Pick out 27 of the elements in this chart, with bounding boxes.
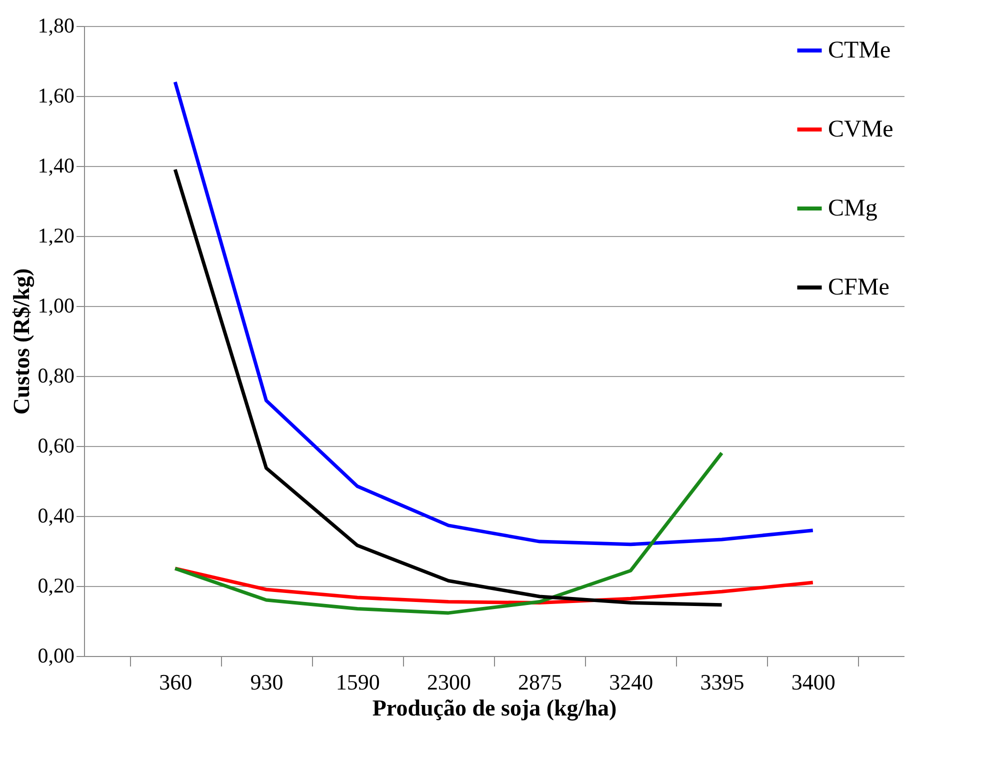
y-tick-label: 1,60 — [38, 84, 74, 108]
line-series — [173, 168, 724, 607]
x-tick-label: 360 — [159, 670, 192, 694]
legend-label: CFMe — [828, 274, 890, 300]
x-tick-label: 1590 — [336, 670, 380, 694]
y-tick-label: 0,00 — [38, 644, 74, 668]
y-tick-label: 1,40 — [38, 154, 74, 178]
y-axis-title: Custos (R$/kg) — [8, 268, 35, 415]
x-tick-label: 2300 — [426, 670, 471, 694]
x-tick-label: 3395 — [700, 670, 744, 694]
x-tick-label: 3240 — [609, 670, 654, 694]
y-tick-label: 0,20 — [38, 574, 74, 598]
legend-label: CMg — [828, 196, 878, 222]
x-axis-title: Produção de soja (kg/ha) — [372, 696, 617, 722]
legend-label: CVMe — [828, 116, 894, 142]
line-series — [173, 80, 815, 546]
x-tick-label: 930 — [250, 670, 284, 694]
y-tick-label: 0,40 — [38, 504, 74, 528]
x-tick-label: 3400 — [791, 670, 836, 694]
y-tick-label: 1,20 — [38, 224, 74, 248]
x-tick-label: 2875 — [518, 670, 562, 694]
legend-label: CTMe — [828, 38, 891, 64]
y-tick-label: 1,80 — [38, 14, 74, 38]
y-tick-label: 1,00 — [38, 294, 74, 318]
y-tick-label: 0,60 — [38, 434, 74, 458]
line-series — [173, 451, 724, 615]
y-tick-label: 0,80 — [38, 364, 74, 388]
